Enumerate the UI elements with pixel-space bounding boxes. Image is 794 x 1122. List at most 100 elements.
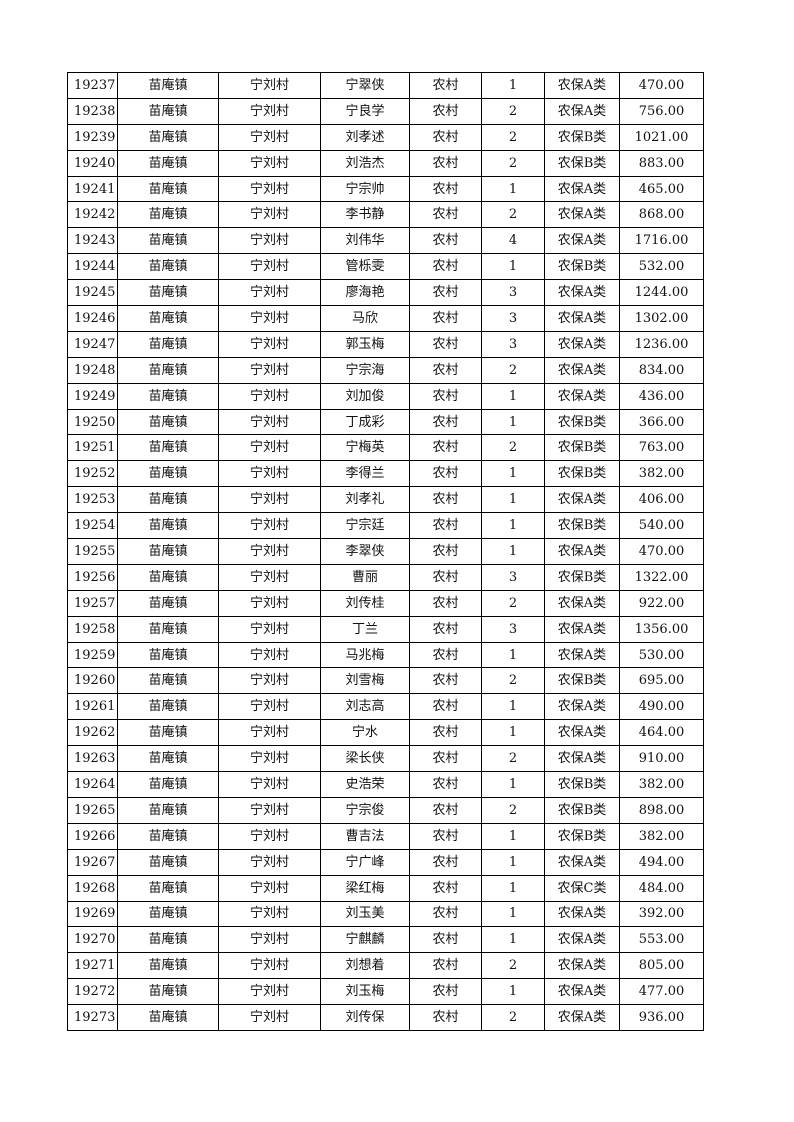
cell-category: 农保B类 — [544, 667, 620, 695]
cell-village: 宁刘村 — [218, 641, 321, 669]
cell-category: 农保B类 — [544, 123, 620, 151]
cell-category: 农保B类 — [544, 149, 620, 177]
cell-household-size: 1 — [481, 641, 545, 669]
cell-area: 农村 — [409, 227, 482, 255]
cell-id: 19254 — [67, 512, 118, 540]
cell-amount: 898.00 — [619, 796, 704, 824]
table-row: 19249 苗庵镇 宁刘村 刘加俊 农村 1 农保A类 436.00 — [67, 382, 704, 410]
table-row: 19245 苗庵镇 宁刘村 廖海艳 农村 3 农保A类 1244.00 — [67, 279, 704, 307]
table-row: 19270 苗庵镇 宁刘村 宁麒麟 农村 1 农保A类 553.00 — [67, 926, 704, 954]
cell-id: 19268 — [67, 874, 118, 902]
cell-town: 苗庵镇 — [117, 745, 219, 773]
cell-name: 宁梅英 — [320, 434, 410, 462]
cell-category: 农保A类 — [544, 356, 620, 384]
cell-category: 农保A类 — [544, 952, 620, 980]
cell-town: 苗庵镇 — [117, 719, 219, 747]
cell-area: 农村 — [409, 745, 482, 773]
cell-category: 农保B类 — [544, 408, 620, 436]
cell-category: 农保A类 — [544, 900, 620, 928]
cell-village: 宁刘村 — [218, 771, 321, 798]
cell-town: 苗庵镇 — [117, 72, 219, 99]
cell-id: 19264 — [67, 771, 118, 798]
cell-town: 苗庵镇 — [117, 667, 219, 695]
cell-amount: 464.00 — [619, 719, 704, 747]
cell-village: 宁刘村 — [218, 253, 321, 281]
cell-village: 宁刘村 — [218, 1004, 321, 1031]
table-row: 19253 苗庵镇 宁刘村 刘孝礼 农村 1 农保A类 406.00 — [67, 486, 704, 514]
cell-id: 19246 — [67, 305, 118, 332]
cell-amount: 406.00 — [619, 486, 704, 514]
cell-id: 19265 — [67, 796, 118, 824]
cell-name: 刘浩杰 — [320, 149, 410, 177]
cell-name: 管栎雯 — [320, 253, 410, 281]
cell-area: 农村 — [409, 719, 482, 747]
table-row: 19254 苗庵镇 宁刘村 宁宗廷 农村 1 农保B类 540.00 — [67, 512, 704, 540]
cell-name: 宁麒麟 — [320, 926, 410, 954]
cell-village: 宁刘村 — [218, 848, 321, 876]
cell-name: 刘志高 — [320, 693, 410, 721]
cell-household-size: 1 — [481, 771, 545, 798]
cell-area: 农村 — [409, 667, 482, 695]
cell-household-size: 3 — [481, 615, 545, 643]
cell-name: 刘玉美 — [320, 900, 410, 928]
cell-village: 宁刘村 — [218, 538, 321, 565]
cell-name: 李翠侠 — [320, 538, 410, 565]
cell-id: 19261 — [67, 693, 118, 721]
cell-household-size: 2 — [481, 589, 545, 617]
cell-name: 刘孝述 — [320, 123, 410, 151]
cell-village: 宁刘村 — [218, 745, 321, 773]
table-row: 19257 苗庵镇 宁刘村 刘传桂 农村 2 农保A类 922.00 — [67, 589, 704, 617]
cell-amount: 470.00 — [619, 538, 704, 565]
cell-name: 刘传桂 — [320, 589, 410, 617]
cell-amount: 382.00 — [619, 771, 704, 798]
cell-amount: 490.00 — [619, 693, 704, 721]
cell-id: 19247 — [67, 330, 118, 358]
cell-amount: 1244.00 — [619, 279, 704, 307]
cell-category: 农保A类 — [544, 382, 620, 410]
cell-category: 农保B类 — [544, 253, 620, 281]
cell-amount: 477.00 — [619, 978, 704, 1006]
table-row: 19262 苗庵镇 宁刘村 宁水 农村 1 农保A类 464.00 — [67, 719, 704, 747]
cell-category: 农保A类 — [544, 978, 620, 1006]
cell-town: 苗庵镇 — [117, 563, 219, 591]
cell-area: 农村 — [409, 563, 482, 591]
cell-area: 农村 — [409, 408, 482, 436]
cell-town: 苗庵镇 — [117, 1004, 219, 1031]
cell-household-size: 2 — [481, 434, 545, 462]
cell-household-size: 2 — [481, 356, 545, 384]
cell-category: 农保A类 — [544, 97, 620, 125]
table-row: 19267 苗庵镇 宁刘村 宁广峰 农村 1 农保A类 494.00 — [67, 848, 704, 876]
cell-household-size: 3 — [481, 279, 545, 307]
cell-town: 苗庵镇 — [117, 97, 219, 125]
table-row: 19255 苗庵镇 宁刘村 李翠侠 农村 1 农保A类 470.00 — [67, 538, 704, 565]
cell-id: 19237 — [67, 72, 118, 99]
cell-id: 19242 — [67, 201, 118, 229]
cell-id: 19267 — [67, 848, 118, 876]
table-row: 19256 苗庵镇 宁刘村 曹丽 农村 3 农保B类 1322.00 — [67, 563, 704, 591]
table-row: 19251 苗庵镇 宁刘村 宁梅英 农村 2 农保B类 763.00 — [67, 434, 704, 462]
table-row: 19265 苗庵镇 宁刘村 宁宗俊 农村 2 农保B类 898.00 — [67, 796, 704, 824]
cell-town: 苗庵镇 — [117, 512, 219, 540]
cell-id: 19238 — [67, 97, 118, 125]
cell-name: 曹丽 — [320, 563, 410, 591]
cell-name: 刘想着 — [320, 952, 410, 980]
cell-town: 苗庵镇 — [117, 149, 219, 177]
cell-town: 苗庵镇 — [117, 305, 219, 332]
cell-town: 苗庵镇 — [117, 175, 219, 203]
cell-area: 农村 — [409, 641, 482, 669]
cell-household-size: 1 — [481, 460, 545, 488]
cell-area: 农村 — [409, 149, 482, 177]
cell-town: 苗庵镇 — [117, 460, 219, 488]
cell-village: 宁刘村 — [218, 667, 321, 695]
cell-amount: 922.00 — [619, 589, 704, 617]
cell-town: 苗庵镇 — [117, 486, 219, 514]
cell-name: 廖海艳 — [320, 279, 410, 307]
cell-village: 宁刘村 — [218, 279, 321, 307]
cell-id: 19240 — [67, 149, 118, 177]
table-row: 19238 苗庵镇 宁刘村 宁良学 农村 2 农保A类 756.00 — [67, 97, 704, 125]
cell-id: 19271 — [67, 952, 118, 980]
cell-category: 农保A类 — [544, 615, 620, 643]
cell-amount: 553.00 — [619, 926, 704, 954]
cell-area: 农村 — [409, 874, 482, 902]
cell-area: 农村 — [409, 305, 482, 332]
